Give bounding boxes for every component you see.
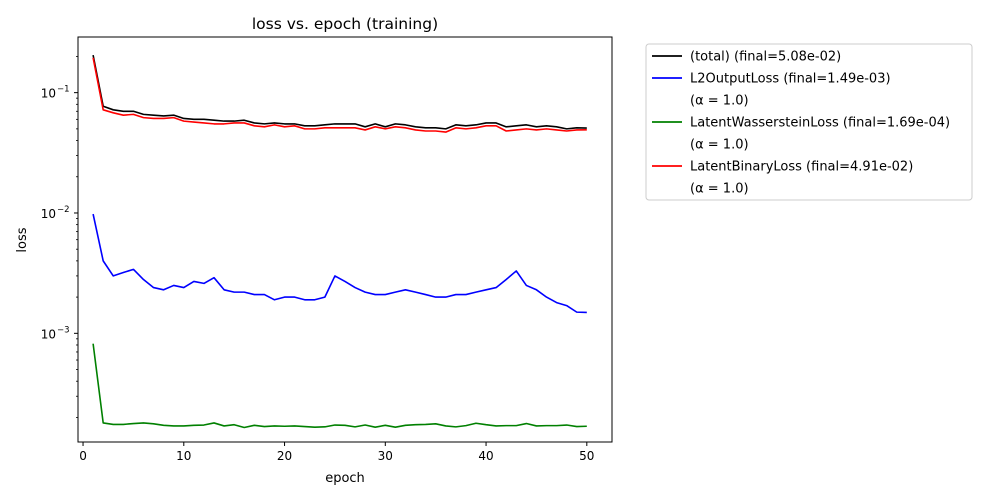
- plot-area: [92, 54, 587, 429]
- x-tick-label: 30: [378, 449, 393, 463]
- legend-label-2: LatentWassersteinLoss (final=1.69e-04): [690, 116, 950, 131]
- series-line-3: [92, 57, 587, 133]
- legend: (total) (final=5.08e-02) L2OutputLoss (fi…: [645, 43, 973, 201]
- y-tick-label: 10: [41, 87, 56, 101]
- legend-sublabel-1: (α = 1.0): [690, 94, 749, 109]
- legend-label-1: L2OutputLoss (final=1.49e-03): [690, 72, 891, 87]
- legend-frame: [645, 43, 973, 201]
- legend-sublabel-2: (α = 1.0): [690, 138, 749, 153]
- x-axis-label: epoch: [325, 471, 365, 486]
- y-axis: 10−310−210−1: [41, 56, 78, 418]
- legend-label-3: LatentBinaryLoss (final=4.91e-02): [690, 160, 913, 175]
- x-tick-label: 50: [579, 449, 594, 463]
- x-tick-label: 0: [79, 449, 87, 463]
- series-line-1: [92, 213, 587, 314]
- x-tick-label: 40: [478, 449, 493, 463]
- chart-title: loss vs. epoch (training): [252, 15, 438, 33]
- x-axis: 0 10 20 30 40 50: [79, 442, 594, 463]
- y-tick-exponent: −2: [57, 205, 70, 215]
- y-tick-label: 10: [41, 207, 56, 221]
- y-axis-label: loss: [15, 227, 30, 252]
- series-line-0: [92, 54, 587, 130]
- y-tick-exponent: −1: [57, 85, 70, 95]
- series-line-2: [92, 343, 587, 429]
- y-tick-label: 10: [41, 327, 56, 341]
- legend-sublabel-3: (α = 1.0): [690, 182, 749, 197]
- legend-label-0: (total) (final=5.08e-02): [690, 50, 841, 65]
- x-tick-label: 10: [176, 449, 191, 463]
- x-tick-label: 20: [277, 449, 292, 463]
- y-tick-exponent: −3: [57, 325, 70, 335]
